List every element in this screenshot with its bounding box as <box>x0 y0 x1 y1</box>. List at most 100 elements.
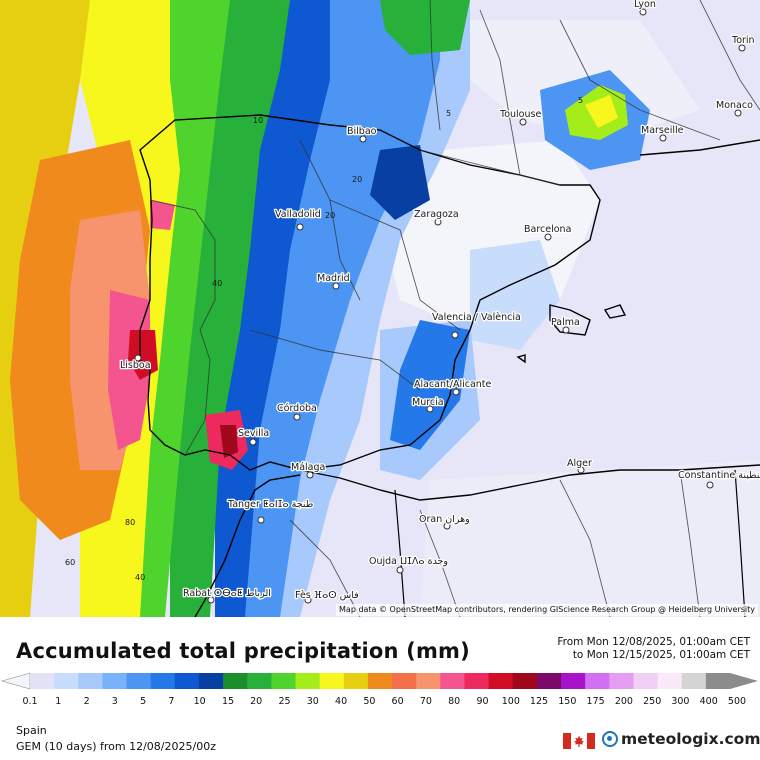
menorca-island <box>603 304 627 319</box>
city-dot-palma <box>562 326 570 334</box>
legend-tick-label: 70 <box>419 696 432 707</box>
city-label-valencia: Valencia / València <box>432 312 521 323</box>
legend-swatch <box>440 673 465 689</box>
legend-tick-label: 30 <box>306 696 319 707</box>
city-dot-lisboa <box>134 354 142 362</box>
city-label-cordoba: Córdoba <box>277 403 317 414</box>
north-africa-coastline <box>299 464 760 501</box>
precip-zone-100-125mm <box>128 330 158 380</box>
city-label-zaragoza: Zaragoza <box>414 209 459 220</box>
precip-zone-80mm <box>150 200 175 230</box>
atlantic-morocco-coastline <box>194 519 241 617</box>
legend-swatch <box>54 673 79 689</box>
time-range-from: From Mon 12/08/2025, 01:00am CET <box>557 636 750 648</box>
legend-swatch <box>416 673 441 689</box>
legend-tick-label: 1 <box>55 696 62 707</box>
city-dot-alger <box>577 466 585 474</box>
province-border <box>559 19 721 141</box>
city-dot-constantine <box>706 481 714 489</box>
brand-name: meteologix.com <box>621 730 760 748</box>
city-label-tanger: Tanger ⵟⴰⵏⵊⴰ طنجة <box>227 499 313 510</box>
legend-tick-label: 300 <box>671 696 690 707</box>
precip-zone-5-7mm <box>390 320 470 450</box>
province-border <box>559 479 611 617</box>
precip-zone-dry <box>420 460 760 617</box>
france-coastline <box>639 139 760 156</box>
precip-zone-1-3mm <box>470 240 560 350</box>
city-label-lisboa: Lisboa <box>120 360 151 371</box>
legend-swatch <box>464 673 490 689</box>
region-label: Spain <box>16 724 47 737</box>
admin-borders <box>149 0 760 617</box>
contour-label: 5 <box>578 96 583 105</box>
legend-swatch <box>30 673 55 689</box>
time-range: From Mon 12/08/2025, 01:00am CET to Mon … <box>557 636 750 662</box>
legend-tick-label: 150 <box>558 696 577 707</box>
legend-tick-label: 20 <box>250 696 263 707</box>
legend-arrow-left <box>0 672 31 690</box>
legend-tick-label: 50 <box>363 696 376 707</box>
legend-swatch <box>512 673 538 689</box>
legend-swatch <box>536 673 562 689</box>
city-dot-rabat <box>207 596 215 604</box>
city-label-lyon: Lyon <box>634 0 656 10</box>
iberia-coastline <box>139 114 601 471</box>
legend-swatch <box>343 673 369 689</box>
city-label-toulouse: Toulouse <box>499 109 541 120</box>
legend-swatch <box>681 673 707 689</box>
legend-tick-label: 100 <box>501 696 520 707</box>
city-dot-madrid <box>332 282 340 290</box>
city-label-palma: Palma <box>551 317 580 328</box>
contour-label: 40 <box>212 279 222 288</box>
legend-tick-label: 60 <box>391 696 404 707</box>
legend-tick-label: 200 <box>614 696 633 707</box>
city-label-constantine: Constantine قسنطينة <box>678 470 760 481</box>
city-dot-fes <box>304 596 312 604</box>
legend-swatch <box>174 673 200 689</box>
city-dot-monaco <box>734 109 742 117</box>
city-dot-lyon <box>639 8 647 16</box>
city-markers: Lyon Torin Monaco Toulouse Marseille Bil… <box>119 0 760 604</box>
contour-label: 20 <box>325 211 335 220</box>
meteologix-logo[interactable]: meteologix.com <box>602 730 760 748</box>
time-range-to: to Mon 12/15/2025, 01:00am CET <box>572 649 750 661</box>
legend-tick-label: 15 <box>221 696 235 707</box>
legend-tick-label: 175 <box>586 696 605 707</box>
city-dot-toulouse <box>519 118 527 126</box>
legend-swatch <box>198 673 224 689</box>
legend-swatch <box>223 673 248 689</box>
city-dot-malaga <box>306 471 314 479</box>
city-label-fes: Fès ⴼⴰⵙ فاس <box>295 590 359 601</box>
province-border <box>289 519 361 617</box>
city-dot-alicante <box>452 388 460 396</box>
legend-tick-label: 7 <box>168 696 175 707</box>
city-dot-sevilla <box>249 438 257 446</box>
legend-swatch <box>247 673 272 689</box>
city-dot-murcia <box>426 405 434 413</box>
ibiza-island <box>516 354 526 364</box>
city-label-rabat: Rabat ⵔⴱⴰⵟ الرباط <box>183 588 271 599</box>
legend-ticks: 0.1 1 2 3 5 7 10 15 20 25 30 40 50 60 70 80 90 100 125 150 1… <box>0 696 760 710</box>
legend-swatch <box>319 673 345 689</box>
map-attribution[interactable]: Map data © OpenStreetMap contributors, r… <box>336 604 758 616</box>
legend-swatch <box>392 673 417 689</box>
legend-tick-label: 5 <box>140 696 147 707</box>
city-label-madrid: Madrid <box>317 273 350 284</box>
province-border <box>329 199 361 301</box>
legend-swatch <box>271 673 297 689</box>
canada-flag-icon <box>563 733 595 749</box>
city-label-torin: Torin <box>731 35 755 46</box>
legend-swatch <box>705 673 731 689</box>
city-dot-valencia <box>451 331 459 339</box>
country-borders <box>394 469 746 617</box>
legend-tick-label: 40 <box>335 696 348 707</box>
city-label-bilbao: Bilbao <box>347 126 377 137</box>
precipitation-map[interactable]: Lyon Torin Monaco Toulouse Marseille Bil… <box>0 0 760 617</box>
contour-label: 60 <box>65 558 75 567</box>
city-dot-barcelona <box>544 233 552 241</box>
legend-tick-label: 125 <box>529 696 549 707</box>
legend-swatch <box>126 673 152 689</box>
contour-label: 10 <box>253 116 263 125</box>
city-dot-oujda <box>396 566 404 574</box>
algeria-tunisia-border <box>734 469 746 617</box>
